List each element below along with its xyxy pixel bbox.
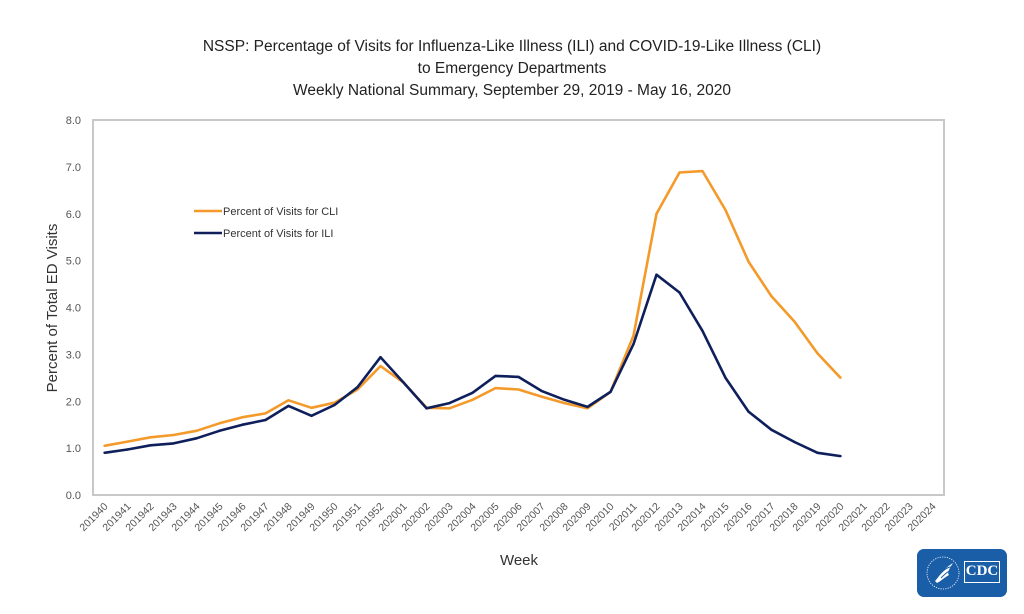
ili-data-point [356,386,359,389]
ili-data-point [816,451,819,454]
y-tick-label: 3.0 [66,349,81,361]
cli-data-point [264,412,267,415]
ili-data-point [287,404,290,408]
y-tick-label: 6.0 [66,209,81,221]
cli-data-point [839,376,842,379]
cli-data-point [149,436,152,439]
ili-data-point [425,407,428,410]
cdc-logo-text: CDC [964,561,1000,583]
ili-data-point [678,291,681,294]
chart-title: NSSP: Percentage of Visits for Influenza… [0,36,1024,102]
ili-data-point [241,423,244,426]
x-axis-label: Week [500,552,539,569]
cli-data-point [747,260,750,263]
chart-title-line-1: NSSP: Percentage of Visits for Influenza… [202,38,822,55]
ili-data-point [310,414,313,417]
chart-title-line-2: to Emergency Departments [417,60,607,77]
ili-data-point [379,356,382,359]
ili-data-point [402,381,405,384]
ili-data-point [103,451,106,454]
legend-label-ili: Percent of Visits for ILI [223,228,333,240]
series-lines [103,169,842,458]
cli-data-point [563,401,566,405]
cli-data-point [701,169,704,173]
ili-data-point [264,418,267,422]
ili-data-point [218,429,221,432]
cli-data-point [517,388,520,391]
cli-data-point [241,416,244,419]
ili-data-point [494,374,497,378]
y-axis-ticks: 0.0 1.0 2.0 3.0 4.0 5.0 6.0 7.0 8.0 [66,115,81,502]
legend-label-cli: Percent of Visits for CLI [223,206,338,218]
plot-frame [92,119,945,496]
y-tick-label: 1.0 [66,443,81,455]
cli-data-point [540,395,543,398]
y-tick-label: 4.0 [66,303,81,315]
hhs-eagle-icon [926,556,960,590]
cli-data-point [126,440,129,443]
cli-data-point [770,295,773,298]
cli-data-point [172,433,175,437]
ili-data-point [195,437,198,440]
x-axis-ticks: 2019402019412019422019432019442019452019… [77,501,938,534]
ili-data-point [563,398,566,401]
ili-data-point [448,401,451,405]
y-tick-label: 2.0 [66,396,81,408]
ili-data-point [540,389,543,393]
cli-data-point [448,407,451,410]
ili-data-point [793,440,796,444]
ili-data-point [701,329,704,333]
cli-data-point [724,208,727,212]
ili-data-point [632,342,635,346]
cli-data-point [494,386,497,390]
cli-data-point [218,422,221,425]
y-axis-label: Percent of Total ED Visits [44,224,61,393]
cli-data-point [655,212,658,215]
ili-data-point [586,405,589,409]
ili-data-point [517,375,520,379]
ili-data-point [655,273,658,276]
y-tick-label: 0.0 [66,490,81,502]
legend: Percent of Visits for CLI Percent of Vis… [194,206,338,240]
cli-data-point [287,399,290,402]
ili-data-point [172,442,175,445]
ili-data-point [724,376,727,379]
ili-data-point [609,390,612,394]
cli-data-point [632,334,635,337]
series-line-cli [104,169,842,448]
ili-data-point [839,454,842,458]
ili-data-point [747,410,750,413]
cli-data-point [471,398,474,401]
y-tick-label: 5.0 [66,256,81,268]
ili-data-point [333,403,336,407]
y-tick-label: 8.0 [66,115,81,127]
ili-data-point [770,428,773,431]
chart-title-line-3: Weekly National Summary, September 29, 2… [293,82,731,99]
series-line-ili [104,273,841,458]
cli-data-point [816,352,819,355]
cli-data-point [195,429,198,432]
ili-data-point [126,448,129,451]
cli-data-point [793,320,796,323]
cli-data-point [678,171,681,174]
cdc-logo: CDC [917,549,1007,597]
ili-data-point [149,444,152,447]
cli-data-point [379,364,382,368]
cli-data-point [310,406,313,409]
y-tick-label: 7.0 [66,162,81,174]
ili-data-point [471,391,474,394]
cli-data-point [103,444,106,447]
